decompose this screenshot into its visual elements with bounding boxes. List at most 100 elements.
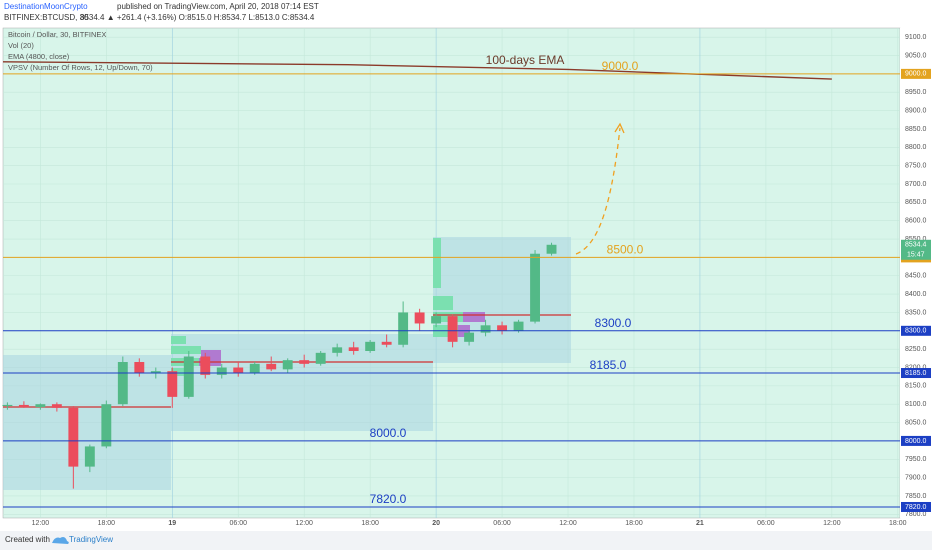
legend-item: VPSV (Number Of Rows, 12, Up/Down, 70) — [8, 63, 153, 72]
candle-body — [365, 341, 376, 351]
vpsv-row — [463, 312, 485, 322]
y-tick-label: 7900.0 — [905, 474, 927, 481]
vpsv-row — [171, 346, 201, 354]
x-tick-label: 18:00 — [625, 520, 643, 527]
x-tick-label: 12:00 — [295, 520, 313, 527]
vpsv-row — [201, 350, 221, 358]
level-tag-label: 8000.0 — [905, 438, 927, 445]
candle-body — [315, 352, 326, 364]
candle-body — [497, 325, 508, 331]
vpsv-box — [3, 355, 171, 490]
x-tick-label: 18:00 — [361, 520, 379, 527]
vpsv-row — [433, 296, 453, 310]
y-tick-label: 8250.0 — [905, 346, 927, 353]
vpsv-row — [171, 368, 191, 376]
x-tick-label: 21 — [696, 520, 704, 527]
level-tag — [901, 501, 931, 512]
candle-body — [233, 367, 244, 374]
y-tick-label: 8750.0 — [905, 162, 927, 169]
level-label: 8185.0 — [590, 358, 627, 372]
y-tick-label: 8150.0 — [905, 383, 927, 390]
y-tick-label: 8600.0 — [905, 218, 927, 225]
vpsv-box — [433, 237, 571, 363]
candle-body — [84, 446, 95, 467]
y-tick-label: 8050.0 — [905, 419, 927, 426]
vpsv-box — [171, 334, 433, 431]
level-label: 8500.0 — [607, 243, 644, 257]
candle-body — [530, 253, 540, 322]
legend-item: EMA (4800, close) — [8, 52, 70, 61]
y-tick-label: 8400.0 — [905, 291, 927, 298]
y-tick-label: 8850.0 — [905, 126, 927, 133]
y-tick-label: 8800.0 — [905, 144, 927, 151]
ema-annotation: 100-days EMA — [486, 53, 565, 67]
candle-body — [282, 360, 293, 370]
candle-body — [348, 347, 359, 351]
level-label: 9000.0 — [602, 59, 639, 73]
x-tick-label: 12:00 — [823, 520, 841, 527]
y-tick-label: 8700.0 — [905, 181, 927, 188]
author[interactable]: DestinationMoonCrypto — [4, 2, 88, 11]
candle-body — [200, 356, 211, 375]
candle-body — [414, 312, 425, 324]
candle-body — [447, 316, 458, 342]
x-tick-label: 06:00 — [229, 520, 247, 527]
level-label: 7820.0 — [370, 492, 407, 506]
axis-labels: 7800.0 7850.0 7900.0 7950.0 8000.0 8050.0 8100… — [32, 34, 931, 527]
candle-body — [167, 371, 178, 397]
y-tick-label: 8950.0 — [905, 89, 927, 96]
x-tick-label: 12:00 — [32, 520, 50, 527]
candle-body — [134, 362, 145, 374]
symbol: BITFINEX:BTCUSD, 30 — [4, 13, 89, 22]
candle-body — [68, 407, 79, 467]
level-tag-label: 8300.0 — [905, 328, 927, 335]
x-tick-label: 19 — [168, 520, 176, 527]
level-label: 8000.0 — [370, 426, 407, 440]
y-tick-label: 8900.0 — [905, 107, 927, 114]
y-tick-label: 7850.0 — [905, 493, 927, 500]
logo — [52, 537, 69, 544]
candle-body — [480, 325, 491, 333]
legend-item: Vol (20) — [8, 41, 34, 50]
x-tick-label: 12:00 — [559, 520, 577, 527]
candle-body — [332, 347, 343, 353]
candle-body — [117, 362, 128, 405]
level-tag-label: 7820.0 — [905, 504, 927, 511]
candle-body — [35, 404, 46, 408]
level-tag — [901, 368, 931, 379]
x-tick-label: 06:00 — [493, 520, 511, 527]
candle-body — [51, 404, 62, 408]
footer-text: Created with — [5, 535, 50, 544]
candle-body — [183, 356, 194, 397]
x-tick-label: 18:00 — [98, 520, 116, 527]
candle-body — [546, 244, 557, 254]
candle-body — [216, 367, 227, 375]
y-tick-label: 7800.0 — [905, 511, 927, 518]
candle-body — [101, 404, 112, 447]
y-tick-label: 7950.0 — [905, 456, 927, 463]
quote: 8534.4 ▲ +261.4 (+3.16%) O:8515.0 H:8534… — [80, 13, 315, 22]
y-tick-label: 8550.0 — [905, 236, 927, 243]
y-tick-label: 8100.0 — [905, 401, 927, 408]
last-price-label: 8534.4 — [905, 242, 927, 249]
candle-body — [150, 371, 161, 374]
y-tick-label: 8650.0 — [905, 199, 927, 206]
forecast-arrow — [575, 127, 621, 255]
y-tick-label: 8350.0 — [905, 309, 927, 316]
footer-brand[interactable]: TradingView — [69, 535, 113, 544]
footer — [0, 531, 932, 550]
y-tick-label: 9050.0 — [905, 52, 927, 59]
candle-body — [464, 332, 475, 342]
countdown: 15:47 — [907, 252, 925, 259]
level-tag-label: 9000.0 — [905, 71, 927, 78]
vpsv-row — [171, 336, 186, 344]
candle-body — [18, 404, 29, 408]
legend-item: Bitcoin / Dollar, 30, BITFINEX — [8, 30, 106, 39]
y-tick-label: 8200.0 — [905, 364, 927, 371]
x-tick-label: 06:00 — [757, 520, 775, 527]
level-label: 8300.0 — [595, 316, 632, 330]
candle-body — [381, 341, 392, 345]
level-tag — [901, 68, 931, 79]
y-tick-label: 8450.0 — [905, 273, 927, 280]
